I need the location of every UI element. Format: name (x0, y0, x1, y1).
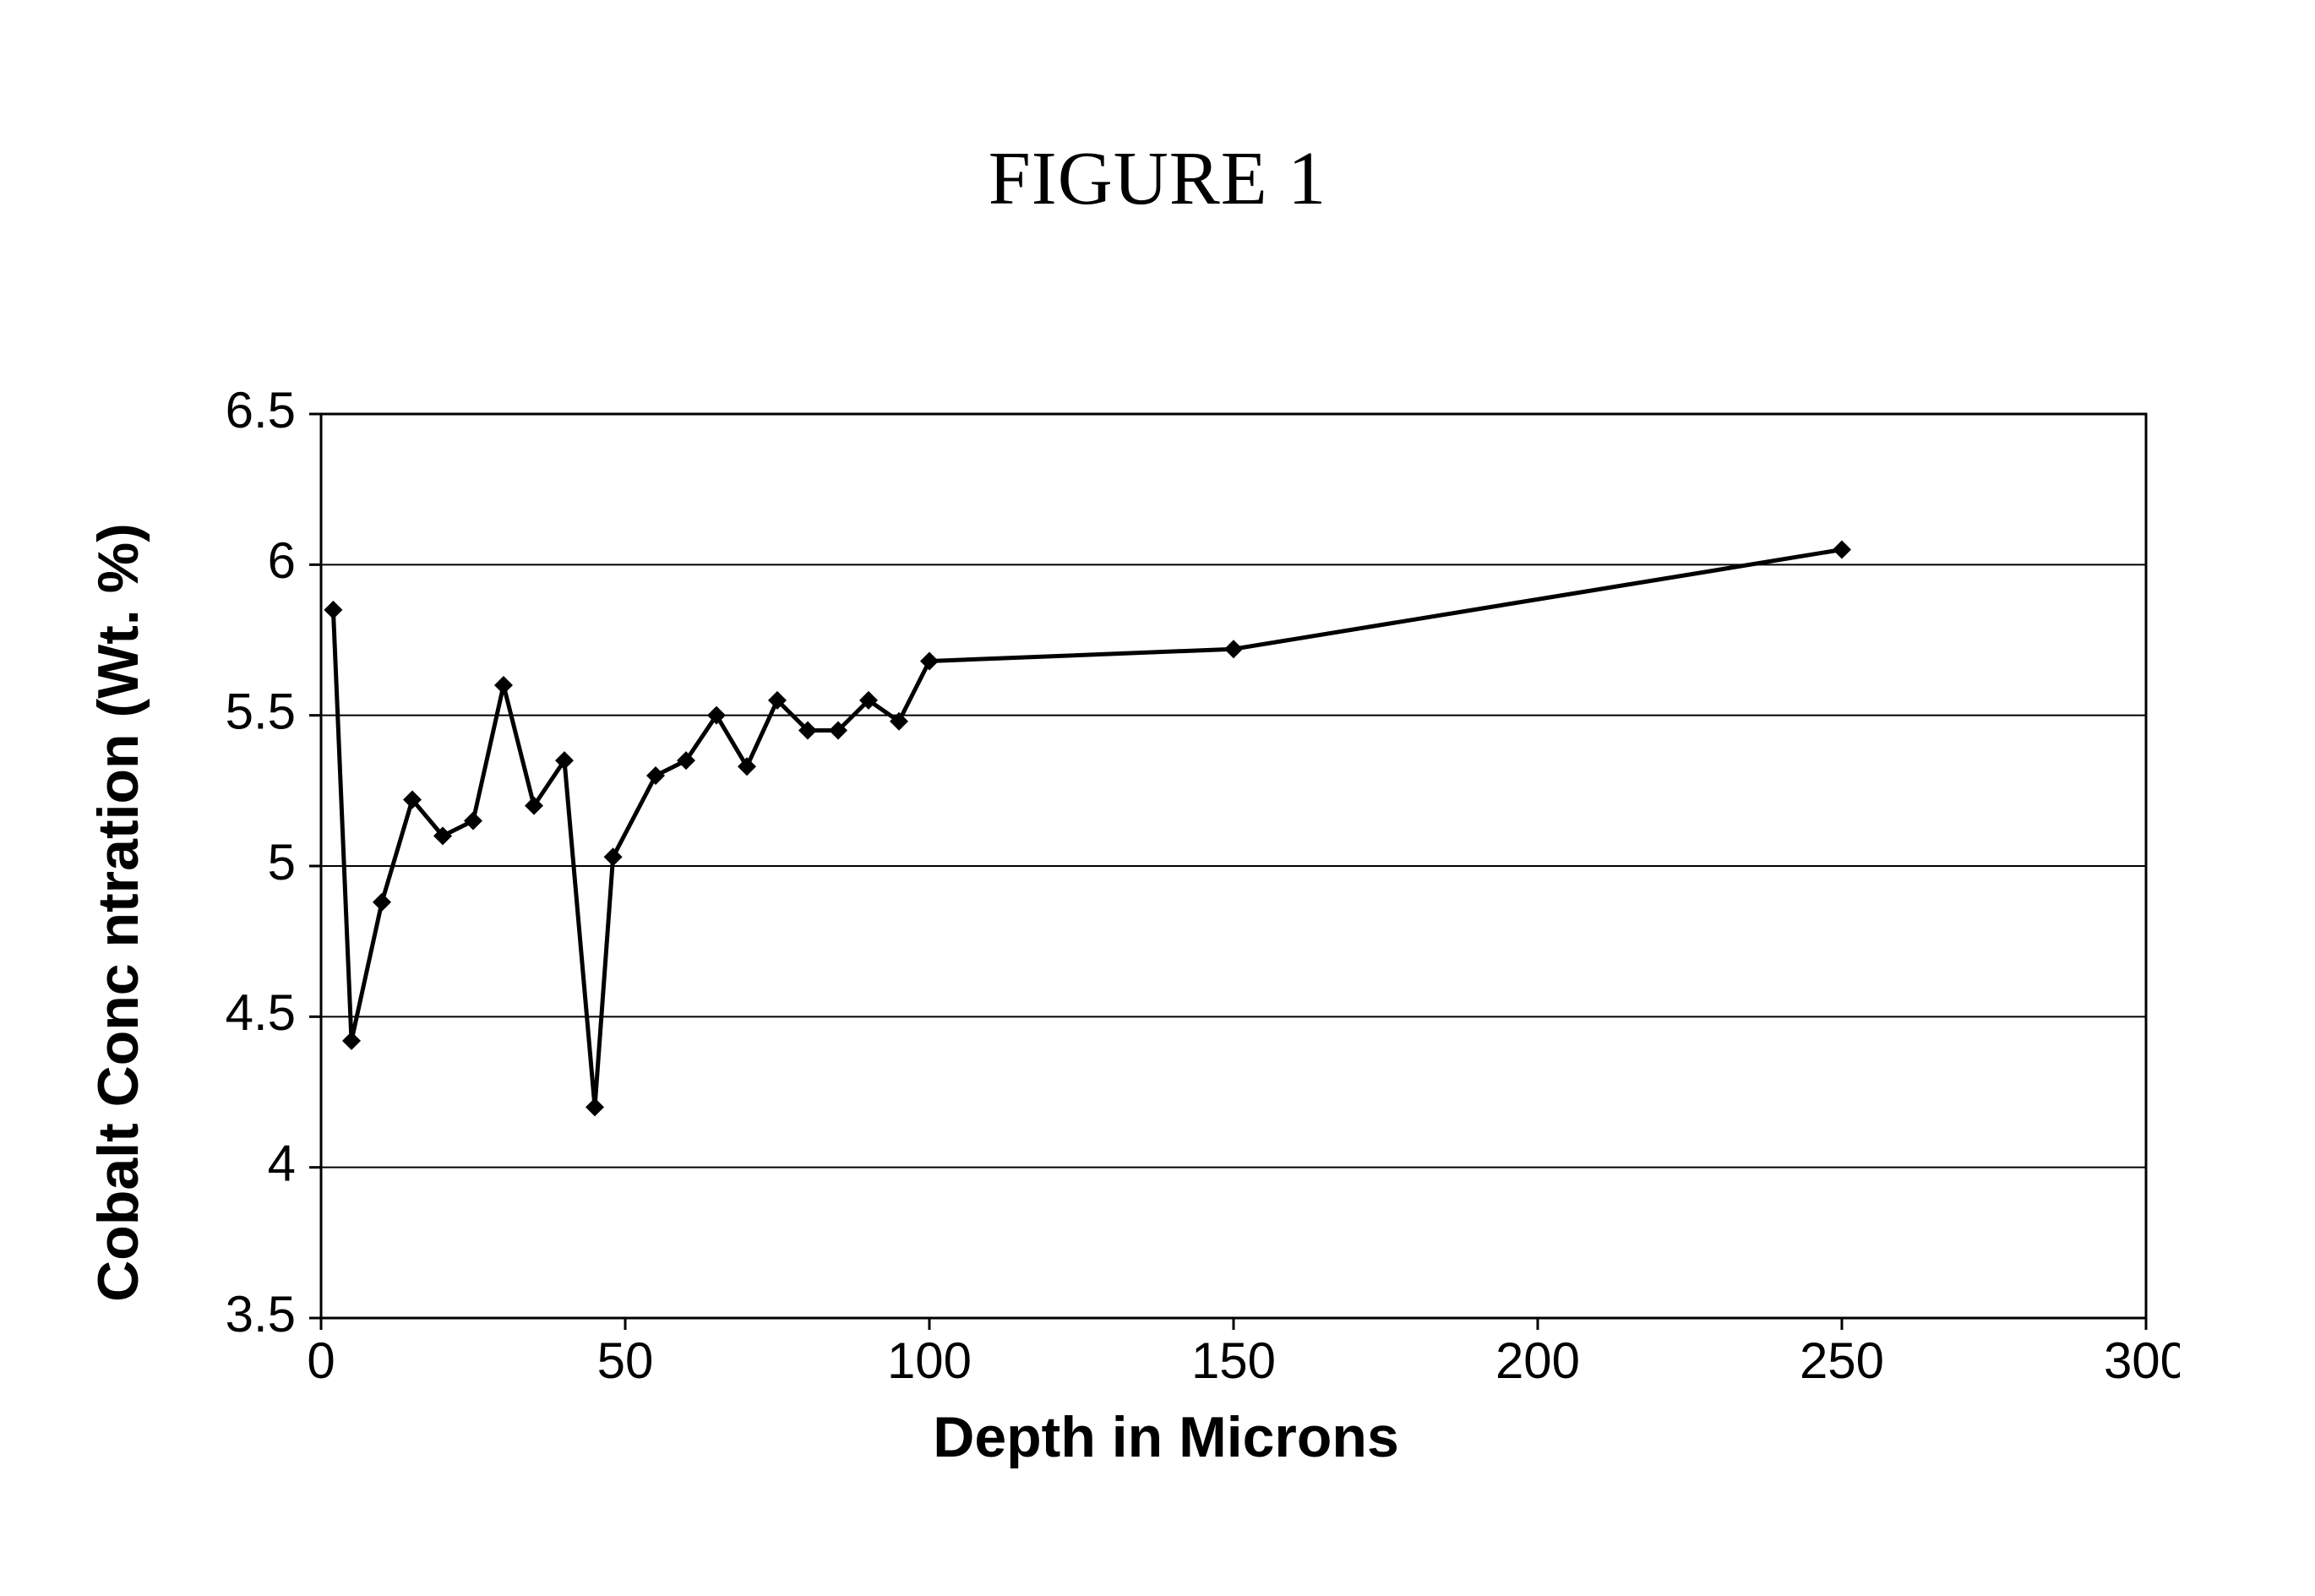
x-tick-label: 200 (1495, 1332, 1580, 1389)
y-tick-label: 6 (268, 532, 296, 589)
chart-container: Cobalt Conc ntration (Wt. %) 05010015020… (152, 389, 2180, 1436)
y-axis-label: Cobalt Conc ntration (Wt. %) (85, 523, 151, 1302)
y-tick-label: 4 (268, 1136, 296, 1192)
line-chart: 0 50 100 150 200 250 300 3.5 4 4.5 5 5.5 6 6.5 (152, 389, 2180, 1436)
x-tick-label: 300 (2104, 1332, 2180, 1389)
y-tick-label: 5.5 (226, 684, 296, 740)
x-axis-label: Depth in Microns (933, 1404, 1399, 1470)
x-tick-label: 50 (597, 1332, 654, 1389)
y-tick-label: 4.5 (226, 984, 296, 1041)
y-tick-label: 5 (268, 834, 296, 891)
x-tick-label: 250 (1800, 1332, 1884, 1389)
page: FIGURE 1 Cobalt Conc ntration (Wt. %) 0 5… (0, 0, 2315, 1596)
y-tick-label: 6.5 (226, 389, 296, 438)
figure-title: FIGURE 1 (0, 135, 2315, 222)
x-tick-label: 150 (1191, 1332, 1276, 1389)
y-tick-label: 3.5 (226, 1286, 296, 1343)
x-tick-label: 100 (887, 1332, 972, 1389)
x-tick-label: 0 (307, 1332, 335, 1389)
